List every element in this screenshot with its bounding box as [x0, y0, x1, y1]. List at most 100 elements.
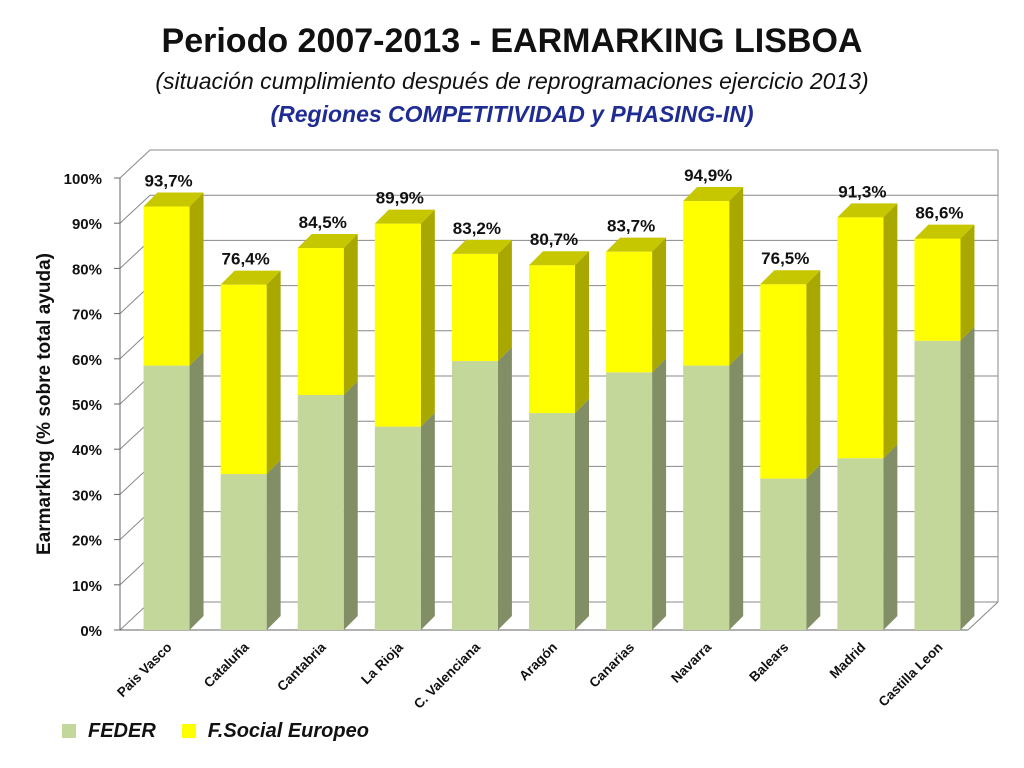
bar-side-feder	[189, 351, 204, 630]
bar-feder	[914, 340, 961, 630]
x-category-label: Pais Vasco	[114, 640, 175, 701]
legend-swatch-fse	[181, 724, 196, 738]
bar-side-fse	[266, 270, 281, 475]
bar-top	[837, 203, 898, 218]
bar-top	[451, 239, 512, 254]
bar-top	[683, 187, 744, 202]
gridline-diagonal	[119, 149, 151, 179]
chart-title: Periodo 2007-2013 - EARMARKING LISBOA	[161, 22, 863, 60]
y-tick-label: 40%	[72, 442, 102, 459]
bar-fse	[374, 223, 421, 427]
y-axis-title: Earmarking (% sobre total ayuda)	[34, 253, 55, 555]
bar-total-label: 93,7%	[144, 171, 192, 190]
legend-swatch-feder	[62, 724, 76, 738]
bar-side-feder	[420, 412, 435, 630]
bar-feder	[220, 474, 267, 630]
bar-top	[606, 237, 667, 252]
bar-feder	[606, 372, 653, 630]
bar-side-fse	[806, 270, 821, 479]
bar-top	[374, 209, 435, 224]
y-tick-label: 60%	[72, 352, 102, 369]
bar-total-label: 80,7%	[530, 230, 578, 249]
legend-item-fse: F.Social Europeo	[181, 719, 369, 743]
bar-side-feder	[806, 464, 821, 630]
x-category-label: La Rioja	[358, 639, 406, 687]
bar-fse	[143, 206, 190, 366]
bar-top	[143, 192, 204, 207]
bar-total-label: 76,4%	[222, 250, 270, 269]
bar-feder	[374, 426, 421, 630]
bar-fse	[914, 238, 961, 341]
y-tick-label: 30%	[72, 487, 102, 504]
bar-top	[760, 270, 821, 285]
bar-top	[220, 270, 281, 285]
bar-total-label: 86,6%	[915, 204, 963, 223]
bar-total-label: 83,7%	[607, 217, 655, 236]
bar-feder	[683, 365, 730, 630]
bar-feder	[760, 478, 807, 630]
y-tick-label: 10%	[72, 578, 102, 595]
y-tick-label: 100%	[64, 171, 102, 188]
legend: FEDER F.Social Europeo	[62, 718, 395, 744]
bar-fse	[529, 265, 575, 414]
bar-fse	[683, 201, 730, 366]
bar-feder	[837, 458, 884, 630]
bar-side-fse	[343, 234, 358, 395]
bar-fse	[220, 284, 267, 475]
y-tick-label: 90%	[72, 216, 102, 233]
bar-side-feder	[343, 380, 358, 630]
bar-side-fse	[729, 187, 744, 366]
bar-side-feder	[266, 460, 281, 630]
bar-side-feder	[497, 347, 512, 630]
x-category-label: Madrid	[827, 640, 869, 682]
bar-total-label: 84,5%	[299, 213, 347, 232]
bar-side-feder	[652, 358, 667, 630]
x-category-label: Cataluña	[201, 639, 252, 690]
legend-label-fse: F.Social Europeo	[207, 719, 369, 742]
y-tick-label: 20%	[72, 533, 102, 550]
bar-side-fse	[420, 209, 435, 427]
bar-total-label: 94,9%	[684, 166, 732, 185]
bar-side-feder	[575, 399, 589, 630]
bar-side-fse	[960, 224, 975, 341]
x-category-label: Castilla Leon	[876, 640, 946, 710]
bar-fse	[451, 253, 498, 362]
bar-fse	[297, 248, 344, 395]
legend-label-feder: FEDER	[88, 719, 156, 742]
y-tick-label: 50%	[72, 397, 102, 414]
bar-feder	[297, 394, 344, 630]
bar-feder	[529, 413, 575, 630]
y-tick-label: 0%	[80, 623, 102, 640]
bar-top	[529, 251, 589, 266]
floor-right-edge	[967, 601, 999, 631]
bar-side-fse	[497, 239, 512, 362]
bar-fse	[606, 251, 653, 373]
bar-feder	[451, 361, 498, 630]
chart-subtitle-regions: (Regiones COMPETITIVIDAD y PHASING-IN)	[270, 101, 754, 127]
bar-top	[297, 234, 358, 249]
bar-side-fse	[189, 192, 204, 366]
bar-fse	[837, 217, 884, 459]
x-category-label: Cantabria	[274, 639, 329, 694]
bar-side-feder	[883, 444, 898, 630]
y-tick-label: 80%	[72, 261, 102, 278]
bar-side-feder	[729, 351, 744, 630]
x-category-label: C. Valenciana	[411, 639, 484, 712]
x-category-label: Canarias	[586, 640, 637, 691]
bar-side-feder	[960, 326, 975, 630]
bar-side-fse	[883, 203, 898, 459]
bar-top	[914, 224, 975, 239]
bar-side-fse	[575, 251, 589, 414]
x-category-label: Navarra	[668, 639, 715, 686]
gridline-diagonal	[119, 194, 151, 224]
x-category-label: Aragón	[516, 640, 560, 684]
chart-subtitle: (situación cumplimiento después de repro…	[155, 68, 869, 94]
bar-side-fse	[652, 237, 667, 373]
bar-total-label: 91,3%	[838, 182, 886, 201]
y-tick-label: 70%	[72, 307, 102, 324]
x-category-label: Balears	[746, 640, 791, 685]
bar-feder	[143, 365, 190, 630]
bar-fse	[760, 284, 807, 479]
bar-total-label: 76,5%	[761, 249, 809, 268]
